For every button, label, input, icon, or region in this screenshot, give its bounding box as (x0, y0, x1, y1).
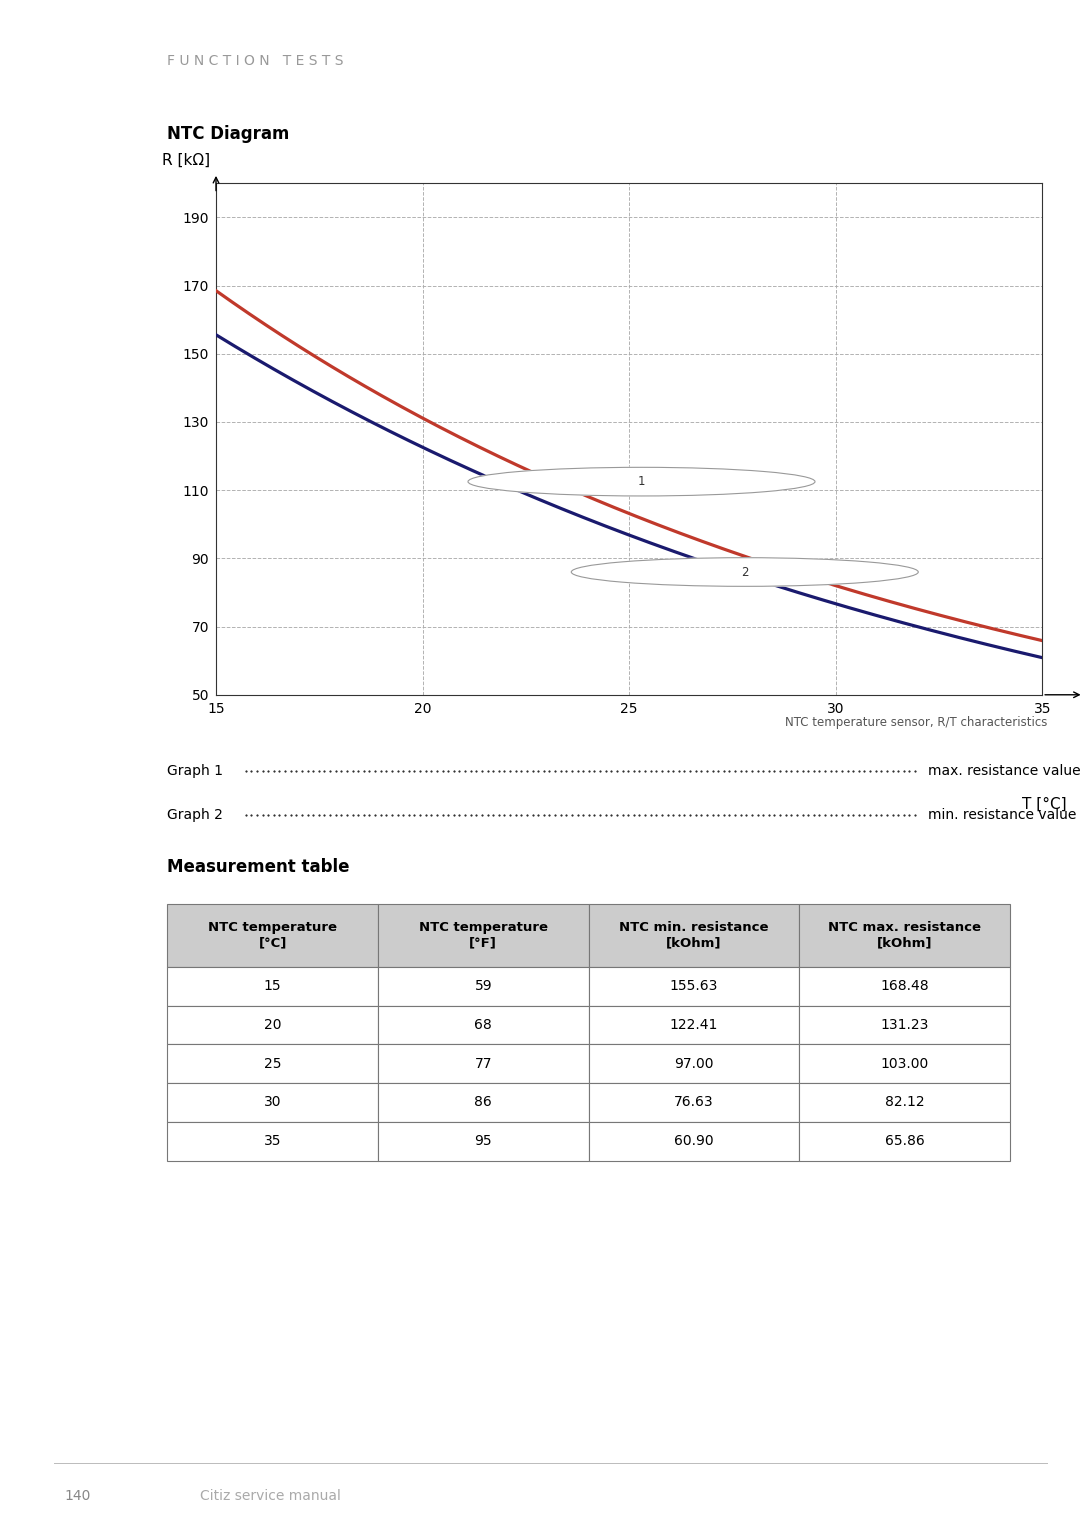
Text: Graph 2: Graph 2 (167, 808, 224, 823)
Text: Citiz service manual: Citiz service manual (200, 1489, 340, 1503)
Text: 1: 1 (638, 475, 645, 489)
Circle shape (571, 557, 918, 586)
Text: max. resistance value: max. resistance value (928, 764, 1080, 779)
Circle shape (468, 467, 815, 496)
Text: Graph 1: Graph 1 (167, 764, 224, 779)
Text: NTC Diagram: NTC Diagram (167, 125, 289, 144)
Text: T [°C]: T [°C] (1023, 797, 1067, 812)
Text: F U N C T I O N   T E S T S: F U N C T I O N T E S T S (167, 53, 343, 69)
Text: Measurement table: Measurement table (167, 858, 350, 876)
Text: R [kΩ]: R [kΩ] (162, 153, 211, 168)
Text: 2: 2 (741, 565, 748, 579)
Text: 140: 140 (65, 1489, 91, 1503)
Text: NTC temperature sensor, R/T characteristics: NTC temperature sensor, R/T characterist… (785, 716, 1048, 728)
Text: min. resistance value: min. resistance value (928, 808, 1077, 823)
